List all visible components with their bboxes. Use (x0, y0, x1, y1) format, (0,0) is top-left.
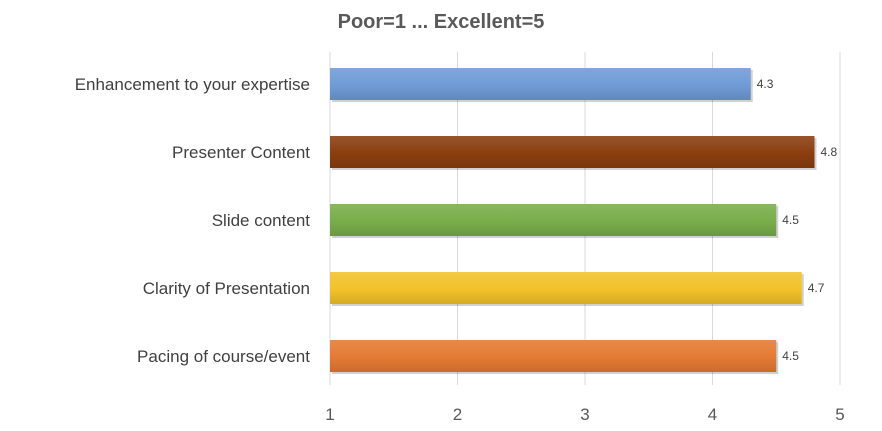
bars (330, 68, 817, 374)
data-label: 4.5 (782, 349, 799, 363)
x-tick-label: 1 (325, 405, 334, 424)
data-label: 4.8 (821, 145, 838, 159)
bar (330, 136, 815, 168)
category-label: Presenter Content (172, 143, 310, 162)
category-label: Clarity of Presentation (143, 279, 310, 298)
bar (330, 204, 777, 236)
category-label: Slide content (212, 211, 311, 230)
x-tick-label: 2 (453, 405, 462, 424)
chart-title: Poor=1 ... Excellent=5 (338, 11, 545, 33)
x-tick-label: 5 (835, 405, 844, 424)
data-labels: 4.3 4.8 4.5 4.7 4.5 (757, 77, 838, 363)
data-label: 4.5 (782, 213, 799, 227)
category-label: Enhancement to your expertise (75, 75, 310, 94)
bar (330, 340, 777, 372)
bar (330, 68, 751, 100)
data-label: 4.3 (757, 77, 774, 91)
category-label: Pacing of course/event (137, 347, 310, 366)
category-labels: Enhancement to your expertise Presenter C… (75, 75, 311, 366)
data-label: 4.7 (808, 281, 825, 295)
bar (330, 272, 802, 304)
x-tick-label: 3 (580, 405, 589, 424)
x-axis-tick-labels: 1 2 3 4 5 (325, 405, 844, 424)
x-tick-label: 4 (708, 405, 717, 424)
